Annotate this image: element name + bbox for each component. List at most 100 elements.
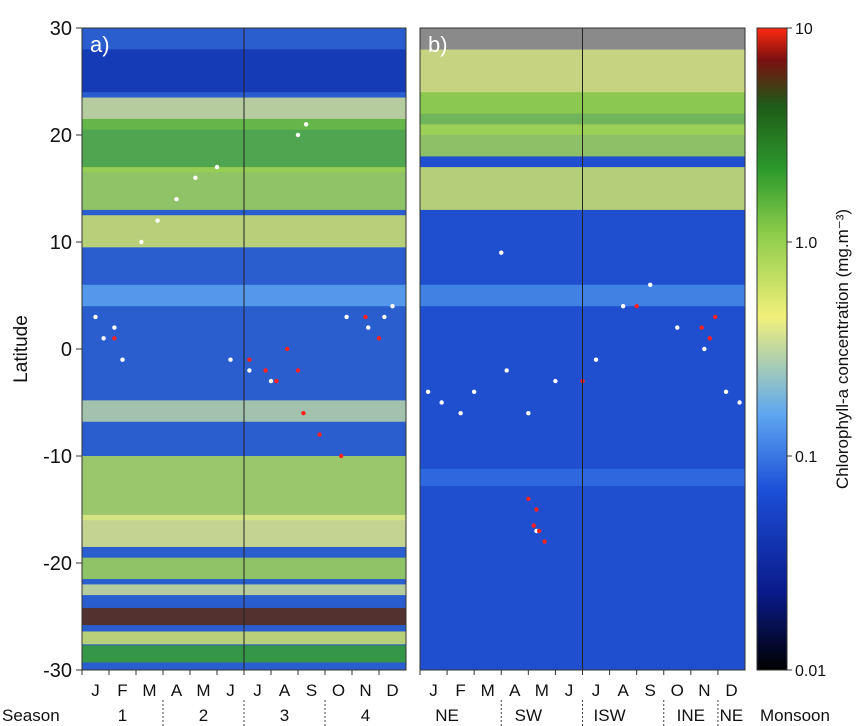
- observation-point-red: [699, 325, 704, 330]
- observation-point-red: [317, 432, 322, 437]
- panel-b-observations: [425, 250, 742, 544]
- observation-point-white: [439, 400, 444, 405]
- y-axis: 30 20 10 0 -10 -20 -30: [43, 18, 82, 682]
- colorbar-tick-label: 10: [795, 21, 813, 38]
- observation-point-red: [526, 496, 531, 501]
- observation-point-white: [112, 325, 117, 330]
- month-tick-label: F: [455, 681, 465, 700]
- season-label: 3: [280, 706, 289, 725]
- y-tick-label: 0: [61, 339, 72, 361]
- colorbar-tick-label: 0.1: [795, 449, 817, 466]
- observation-point-white: [675, 325, 680, 330]
- observation-point-white: [458, 411, 463, 416]
- observation-point-white: [366, 325, 371, 330]
- y-axis-label: Latitude: [11, 315, 32, 383]
- month-tick-label: S: [306, 681, 317, 700]
- observation-point-white: [593, 357, 599, 362]
- observation-point-white: [155, 218, 160, 223]
- observation-point-white: [504, 368, 509, 373]
- monsoon-label: INE: [677, 706, 705, 725]
- observation-point-white: [553, 378, 558, 384]
- observation-point-white: [247, 368, 252, 373]
- observation-point-white: [499, 250, 504, 255]
- y-tick-label: 30: [50, 18, 72, 40]
- month-tick-label: M: [142, 681, 156, 700]
- month-tick-label: J: [91, 681, 100, 700]
- observation-point-red: [112, 336, 117, 341]
- monsoon-label: ISW: [594, 706, 626, 725]
- observation-point-red: [301, 411, 306, 416]
- observation-point-white: [471, 389, 477, 394]
- observation-point-white: [139, 239, 144, 245]
- season-labels: 1 2 3 4: [118, 700, 370, 726]
- observation-point-red: [536, 528, 542, 534]
- observation-point-white: [120, 357, 125, 362]
- monsoon-labels: NE SW ISW INE NE: [435, 700, 743, 726]
- season-label: 1: [118, 706, 127, 725]
- observation-point-white: [295, 132, 301, 138]
- month-tick-label: M: [535, 681, 549, 700]
- observation-point-white: [101, 336, 106, 341]
- month-tick-label: M: [196, 681, 210, 700]
- observation-point-white: [382, 314, 387, 320]
- observation-point-white: [228, 357, 233, 362]
- y-tick-label: -20: [43, 553, 72, 575]
- colorbar: [756, 27, 788, 671]
- month-tick-label: J: [253, 681, 262, 700]
- month-tick-label: S: [645, 681, 656, 700]
- observation-point-red: [542, 539, 547, 544]
- observation-point-red: [285, 346, 290, 352]
- observation-point-white: [344, 314, 349, 320]
- season-label: 4: [361, 706, 370, 725]
- panel-a-observations: [93, 122, 395, 459]
- month-tick-label: J: [226, 681, 235, 700]
- observation-point-red: [531, 523, 536, 528]
- observation-point-white: [723, 389, 729, 394]
- observation-point-red: [534, 507, 539, 512]
- colorbar-label: Chlorophyll-a concentration (mg.m⁻³): [833, 209, 852, 489]
- y-tick-label: -10: [43, 446, 72, 468]
- panel-b: b): [419, 27, 746, 671]
- y-tick-label: 10: [50, 232, 72, 254]
- observation-point-red: [707, 336, 712, 341]
- observation-point-red: [376, 336, 382, 341]
- observation-point-white: [214, 164, 220, 170]
- monsoon-row-label: Monsoon: [760, 706, 830, 725]
- month-tick-label: A: [617, 681, 629, 700]
- month-tick-label: M: [481, 681, 495, 700]
- observation-point-white: [737, 400, 742, 405]
- observation-point-red: [634, 304, 639, 309]
- y-tick-label: -30: [43, 660, 72, 682]
- observation-point-white: [648, 282, 653, 287]
- panel-a-label: a): [90, 32, 110, 57]
- observation-point-red: [713, 314, 718, 320]
- month-tick-label: A: [509, 681, 521, 700]
- observation-point-white: [174, 197, 179, 202]
- observation-point-white: [425, 389, 431, 394]
- observation-point-white: [93, 314, 98, 320]
- month-tick-label: N: [698, 681, 710, 700]
- month-tick-label: A: [171, 681, 183, 700]
- panel-b-label: b): [428, 32, 448, 57]
- monsoon-label: SW: [515, 706, 542, 725]
- colorbar-ticks: 10 1.0 0.1 0.01: [787, 21, 826, 680]
- observation-point-white: [193, 175, 198, 180]
- observation-point-red: [295, 368, 301, 373]
- observation-point-red: [274, 378, 279, 384]
- observation-point-white: [268, 378, 274, 384]
- panel-a: a): [81, 27, 407, 671]
- month-tick-label: O: [671, 681, 684, 700]
- observation-point-red: [339, 453, 344, 459]
- month-tick-label: J: [592, 681, 601, 700]
- colorbar-tick-label: 0.01: [795, 663, 826, 680]
- observation-point-red: [247, 357, 252, 362]
- observation-point-white: [390, 304, 395, 309]
- observation-point-white: [526, 411, 531, 416]
- observation-point-red: [363, 314, 368, 320]
- month-tick-label: D: [725, 681, 737, 700]
- season-row-label: Season: [2, 706, 60, 725]
- observation-point-white: [620, 304, 626, 309]
- y-tick-label: 20: [50, 125, 72, 147]
- colorbar-tick-label: 1.0: [795, 235, 817, 252]
